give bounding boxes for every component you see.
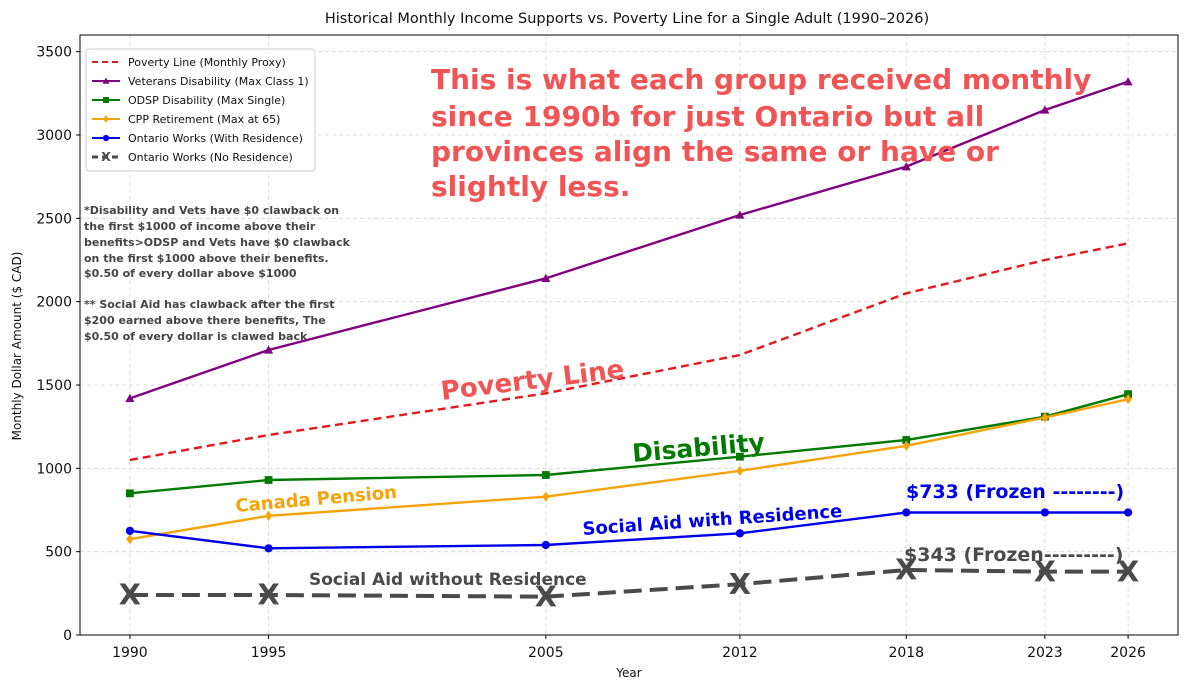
data-point (735, 452, 744, 461)
legend-marker (103, 97, 109, 103)
data-point (541, 273, 551, 283)
data-point: X (1117, 554, 1139, 588)
note-line: ** Social Aid has clawback after the fir… (84, 298, 335, 311)
data-point (125, 393, 135, 403)
legend-label: Ontario Works (No Residence) (128, 151, 293, 164)
note-line: *Disability and Vets have $0 clawback on (84, 204, 339, 217)
data-point: X (535, 579, 557, 613)
note-line: $0.50 of every dollar is clawed back (84, 330, 308, 343)
headline-line: since 1990b for just Ontario but all (431, 100, 984, 133)
y-tick-label: 3000 (36, 128, 72, 144)
data-point (1040, 508, 1050, 517)
x-tick-label: 1995 (251, 645, 287, 661)
data-point (263, 345, 274, 354)
series-line (129, 242, 1129, 462)
data-point (735, 210, 745, 219)
y-axis-label: Monthly Dollar Amount ($ CAD) (10, 252, 24, 441)
data-point (902, 436, 911, 444)
data-point (1041, 412, 1049, 423)
x-tick-label: 1990 (112, 645, 148, 661)
x-tick-label: 2026 (1110, 645, 1146, 661)
series-line (129, 393, 1129, 495)
legend-label: Poverty Line (Monthly Proxy) (128, 56, 286, 69)
data-point: X (1034, 554, 1056, 588)
legend-label: CPP Retirement (Max at 65) (128, 113, 280, 126)
data-point (542, 491, 550, 502)
data-point (264, 510, 273, 521)
legend-box (85, 48, 316, 172)
data-point (902, 508, 911, 517)
axes (79, 34, 1179, 636)
y-tick-label: 2000 (36, 295, 72, 311)
x-tick-label: 2005 (528, 645, 564, 661)
legend: Poverty Line (Monthly Proxy) Veterans Dis… (85, 48, 316, 172)
legend-marker (102, 77, 110, 84)
y-tick-label: 1500 (36, 378, 72, 394)
legend-marker (102, 134, 110, 142)
ticks: 0 500 1000 1500 2000 2500 3000 3500 1990 1995 2005… (36, 45, 1146, 661)
x-axis-label: Year (615, 666, 641, 680)
data-point (901, 162, 911, 171)
poverty-line-label: Poverty Line (439, 355, 626, 407)
data-point: X (257, 578, 279, 612)
data-point (736, 465, 744, 476)
data-point (541, 471, 550, 479)
data-point (1123, 508, 1133, 517)
note-line: on the first $1000 above their benefits. (84, 252, 329, 265)
series-line (129, 567, 1129, 599)
legend-marker (103, 115, 109, 123)
chart-title: Historical Monthly Income Supports vs. P… (325, 11, 929, 27)
note-line: $0.50 of every dollar above $1000 (84, 267, 297, 280)
frozen-343-label: $343 (Frozen---------) (904, 544, 1124, 566)
x-tick-label: 2023 (1027, 645, 1063, 661)
y-tick-label: 3500 (36, 45, 72, 61)
data-point (1124, 394, 1132, 405)
headline-line: slightly less. (431, 170, 630, 203)
data-point (1123, 77, 1133, 86)
note-line: $200 earned above there benefits, The (84, 314, 326, 327)
y-tick-label: 0 (63, 628, 72, 644)
legend-label: Veterans Disability (Max Class 1) (128, 75, 309, 88)
x-tick-label: 2018 (888, 645, 924, 661)
y-tick-label: 500 (45, 545, 72, 561)
headline-line: provinces align the same or have or (431, 135, 999, 168)
note-line: the first $1000 of income above their (84, 220, 316, 233)
clawback-notes: *Disability and Vets have $0 clawback on… (84, 204, 351, 343)
data-point: X (729, 567, 751, 601)
data-point (125, 489, 134, 498)
y-tick-label: 2500 (36, 211, 72, 227)
data-point (1040, 105, 1050, 114)
headline-annotation: This is what each group received monthly… (431, 63, 1091, 203)
data-point: X (895, 553, 917, 587)
y-tick-label: 1000 (36, 461, 72, 477)
social-aid-no-residence-label: Social Aid without Residence (309, 570, 587, 590)
x-tick-label: 2012 (722, 645, 758, 661)
data-point: X (119, 578, 141, 612)
data-point (264, 476, 273, 484)
data-point (735, 529, 745, 538)
frozen-733-label: $733 (Frozen --------) (906, 481, 1124, 503)
note-line: benefits>ODSP and Vets have $0 clawback (84, 236, 351, 249)
data-point (902, 440, 910, 451)
disability-label: Disability (631, 428, 766, 468)
legend-label: ODSP Disability (Max Single) (128, 94, 285, 107)
data-point (541, 540, 550, 550)
data-point (264, 544, 273, 553)
headline-line: This is what each group received monthly (431, 63, 1091, 96)
data-point (125, 526, 135, 535)
plot-frame (79, 34, 1179, 636)
legend-marker: X (101, 149, 111, 164)
legend-label: Ontario Works (With Residence) (128, 132, 303, 145)
data-point (126, 534, 134, 545)
legend-entries: Poverty Line (Monthly Proxy) Veterans Dis… (92, 56, 309, 164)
